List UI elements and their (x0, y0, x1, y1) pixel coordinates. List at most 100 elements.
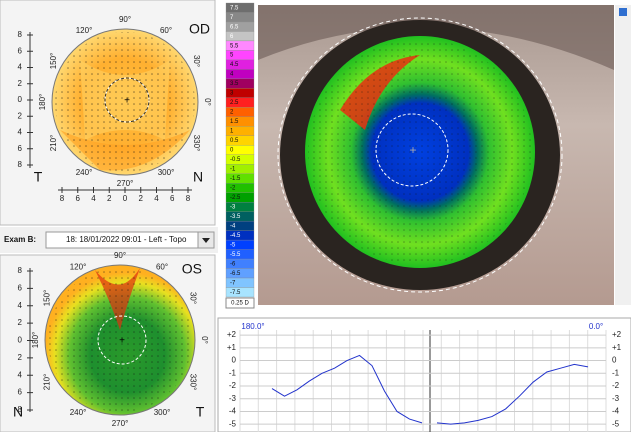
color-step-label: 0.5 (230, 138, 239, 144)
y-tick-label: -5 (229, 419, 237, 428)
y-tick-label: +1 (227, 343, 237, 352)
y-tick-label: -5 (612, 419, 620, 428)
side-label: T (34, 169, 43, 185)
angle-label: 60° (156, 262, 168, 271)
color-step-label: 4.5 (230, 62, 239, 68)
y-tick-label: -1 (229, 368, 237, 377)
profile-panel (217, 317, 631, 433)
angle-label: 240° (70, 408, 87, 417)
side-label: N (193, 169, 203, 185)
unit-label: 0.25 D (231, 301, 249, 307)
color-step-label: 3 (230, 91, 234, 97)
color-step-label: 1 (230, 129, 234, 135)
scale-label: 2 (139, 194, 144, 203)
scale-label: 2 (18, 111, 23, 120)
angle-label: 270° (112, 419, 129, 428)
angle-label: 300° (158, 168, 175, 177)
scale-label: 2 (18, 79, 23, 88)
color-step-label: 7 (230, 15, 234, 21)
angle-label: 120° (70, 262, 87, 271)
color-step-label: -3.5 (230, 214, 241, 220)
angle-label: 330° (192, 135, 201, 152)
profile-label: 180.0° (241, 322, 264, 331)
color-step-label: -2.5 (230, 195, 241, 201)
angle-label: 0° (203, 98, 212, 106)
color-step-label: 2 (230, 110, 234, 116)
angle-label: 210° (49, 135, 58, 152)
color-step-label: -1 (230, 167, 236, 173)
color-step-label: 5 (230, 53, 234, 59)
angle-label: 0° (200, 336, 209, 344)
scale-label: 4 (18, 301, 23, 310)
scale-label: 6 (18, 388, 23, 397)
profile-line (436, 363, 589, 425)
eyelid (258, 5, 614, 70)
angle-label: 150° (42, 290, 51, 307)
scale-label: 8 (18, 160, 23, 169)
y-tick-label: -2 (612, 381, 620, 390)
scrollbar[interactable] (615, 5, 631, 305)
scale-label: 4 (18, 63, 23, 72)
angle-label: 120° (76, 26, 93, 35)
color-step-label: -1.5 (230, 176, 241, 182)
color-step-label: 4 (230, 72, 234, 78)
scale-label: 6 (18, 144, 23, 153)
scale-label: 6 (18, 46, 23, 55)
angle-label: 90° (114, 251, 126, 260)
eye-label: OD (189, 21, 210, 37)
center-mark: + (119, 336, 125, 347)
scale-label: 4 (91, 194, 96, 203)
angle-label: 180° (31, 332, 40, 349)
color-step-label: 3.5 (230, 81, 239, 87)
side-label: T (196, 404, 205, 420)
exam-label: Exam B: (4, 235, 36, 244)
center-mark: + (124, 96, 130, 107)
scale-label: 8 (186, 194, 191, 203)
y-tick-label: +1 (612, 343, 622, 352)
angle-label: 150° (49, 53, 58, 70)
color-step-label: 0 (230, 148, 234, 154)
scale-label: 4 (154, 194, 159, 203)
scale-label: 8 (18, 30, 23, 39)
scale-label: 0 (18, 336, 23, 345)
angle-label: 90° (119, 15, 131, 24)
y-tick-label: -3 (229, 394, 237, 403)
profile-label: 0.0° (589, 322, 603, 331)
color-step-label: 7.5 (230, 5, 239, 11)
pupil-outline (97, 315, 147, 365)
scale-label: 6 (76, 194, 81, 203)
eye-label: OS (182, 261, 202, 277)
color-step (225, 287, 255, 298)
angle-label: 210° (42, 374, 51, 391)
y-tick-label: -4 (612, 407, 620, 416)
y-tick-label: -4 (229, 407, 237, 416)
side-label: N (13, 404, 23, 420)
scale-label: 6 (18, 283, 23, 292)
limbus-outline (277, 17, 563, 293)
color-step-label: -6.5 (230, 271, 241, 277)
color-step-label: 2.5 (230, 100, 239, 106)
color-step-label: -4 (230, 223, 236, 229)
dropdown-arrow (202, 238, 210, 243)
os-dots (48, 268, 192, 412)
pupil-outline (104, 77, 150, 123)
angle-label: 60° (160, 26, 172, 35)
color-step-label: 1.5 (230, 119, 239, 125)
color-step-label: -6 (230, 261, 236, 267)
scale-label: 2 (107, 194, 112, 203)
scale-label: 4 (18, 370, 23, 379)
y-tick-label: -3 (612, 394, 620, 403)
color-step-label: -0.5 (230, 157, 241, 163)
y-tick-label: 0 (232, 356, 237, 365)
y-tick-label: -2 (229, 381, 237, 390)
scale-label: 8 (18, 405, 23, 414)
scale-label: 6 (170, 194, 175, 203)
scale-label: 4 (18, 128, 23, 137)
scale-label: 8 (60, 194, 65, 203)
scale-label: 0 (18, 95, 23, 104)
angle-label: 270° (117, 179, 134, 188)
profile-line (271, 354, 423, 424)
scroll-thumb[interactable] (619, 8, 627, 16)
